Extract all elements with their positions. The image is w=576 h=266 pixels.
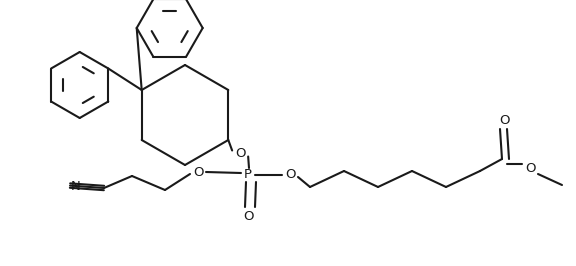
Text: O: O [525,163,535,176]
Text: O: O [500,114,510,127]
Text: P: P [244,168,252,181]
Text: O: O [193,165,203,178]
Text: N: N [71,180,81,193]
Text: O: O [285,168,295,181]
Text: O: O [235,147,245,160]
Text: O: O [244,210,254,223]
